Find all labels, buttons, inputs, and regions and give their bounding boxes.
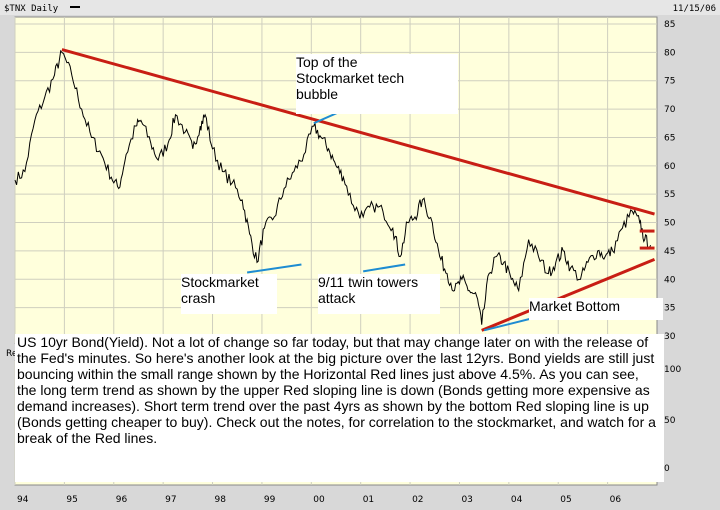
- x-tick-label: 94: [17, 495, 29, 505]
- chart-date-label: 11/15/06: [673, 4, 716, 14]
- indicator-tick-label: 50: [664, 416, 676, 426]
- x-tick-label: 95: [66, 495, 77, 505]
- price-tick-label: 40: [664, 275, 676, 285]
- annotation-911-attack: 9/11 twin towers attack: [318, 274, 440, 314]
- commentary-text: US 10yr Bond(Yield). Not a lot of change…: [15, 334, 664, 482]
- price-tick-label: 60: [664, 162, 676, 172]
- series-swatch-icon: [70, 6, 80, 8]
- price-tick-label: 75: [664, 77, 675, 87]
- x-tick-label: 97: [165, 495, 176, 505]
- annotation-pointer: [363, 263, 406, 273]
- indicator-tick-label: 0: [664, 464, 670, 474]
- x-tick-label: 01: [363, 495, 374, 505]
- x-tick-label: 99: [264, 495, 276, 505]
- price-tick-label: 45: [664, 247, 675, 257]
- price-tick-label: 50: [664, 219, 676, 229]
- x-tick-label: 98: [215, 495, 227, 505]
- annotation-line: bubble: [296, 86, 339, 102]
- annotation-line: Stockmarket: [181, 274, 259, 290]
- annotation-line: crash: [181, 290, 216, 306]
- x-tick-label: 05: [560, 495, 571, 505]
- x-axis: 94 95 96 97 98 99 00 01 02 03 04 05 06: [17, 495, 621, 505]
- x-tick-label: 03: [461, 495, 472, 505]
- chart-header-bar: [0, 0, 720, 15]
- x-tick-label: 06: [610, 495, 622, 505]
- annotation-line: Stockmarket tech: [296, 70, 405, 86]
- trendline-lower: [481, 258, 656, 332]
- price-y-axis: 30 35 40 45 50 55 60 65 70 75 80 85: [664, 20, 676, 342]
- chart-symbol-label: $TNX Daily: [4, 4, 59, 14]
- indicator-tick-label: 100: [664, 365, 681, 375]
- price-tick-label: 70: [664, 105, 676, 115]
- x-tick-label: 04: [511, 495, 523, 505]
- annotation-line: Market Bottom: [529, 298, 621, 314]
- price-tick-label: 85: [664, 20, 675, 30]
- price-tick-label: 80: [664, 48, 676, 58]
- annotation-line: Top of the: [296, 54, 358, 70]
- annotation-stockmarket-crash: Stockmarket crash: [181, 274, 277, 314]
- annotation-line: attack: [318, 290, 356, 306]
- trendline-upper: [61, 48, 655, 216]
- yield-series-line: [14, 49, 652, 325]
- price-tick-label: 65: [664, 133, 675, 143]
- price-tick-label: 30: [664, 332, 676, 342]
- annotation-market-bottom: Market Bottom: [529, 298, 663, 320]
- lower-panel-label: Re: [6, 349, 18, 359]
- annotation-line: 9/11 twin towers: [318, 274, 419, 290]
- x-tick-label: 96: [116, 495, 128, 505]
- price-tick-label: 35: [664, 304, 675, 314]
- price-tick-label: 55: [664, 190, 675, 200]
- x-tick-label: 02: [412, 495, 423, 505]
- annotation-pointer: [246, 263, 302, 274]
- trendlines: [61, 48, 656, 332]
- x-tick-label: 00: [313, 495, 325, 505]
- annotation-tech-bubble: Top of the Stockmarket tech bubble: [296, 54, 458, 114]
